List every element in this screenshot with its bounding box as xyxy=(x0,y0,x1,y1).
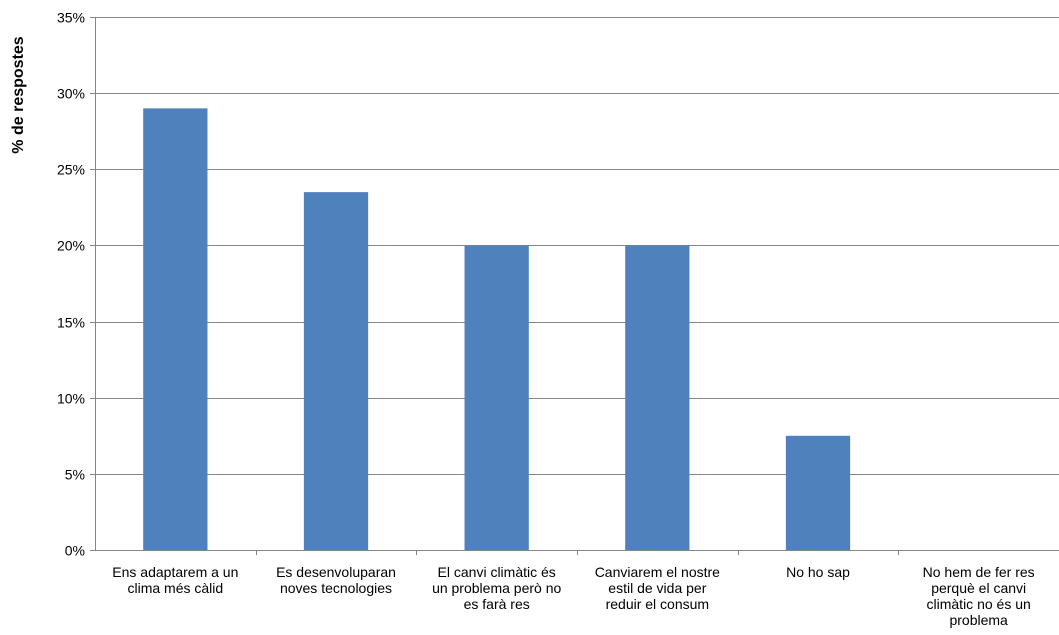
y-tick-label-4: 20% xyxy=(57,238,85,254)
bar-0 xyxy=(143,108,208,550)
x-category-label-3-line-0: Canviarem el nostre xyxy=(595,564,720,580)
x-category-labels: Ens adaptarem a un clima més càlid Es dese… xyxy=(112,564,1034,628)
x-category-label-2-line-2: es farà res xyxy=(464,596,530,612)
x-category-label-1: Es desenvoluparan noves tecnologies xyxy=(276,564,396,596)
bar-3 xyxy=(625,245,690,550)
x-category-label-2-line-1: un problema però no xyxy=(432,580,561,596)
y-axis-title: % de respostes xyxy=(10,36,27,153)
x-category-label-0-line-1: clima més càlid xyxy=(127,580,223,596)
x-category-label-2: El canvi climàtic és un problema però no e… xyxy=(432,564,561,612)
y-tick-label-5: 25% xyxy=(57,162,85,178)
y-tick-labels: 0% 5% 10% 15% 20% 25% 30% 35% xyxy=(57,10,85,559)
y-tick-label-3: 15% xyxy=(57,315,85,331)
x-category-label-4: No ho sap xyxy=(786,564,850,580)
y-tick-label-0: 0% xyxy=(65,543,85,559)
x-category-label-0-line-0: Ens adaptarem a un xyxy=(112,564,238,580)
x-category-label-4-line-0: No ho sap xyxy=(786,564,850,580)
x-category-label-1-line-0: Es desenvoluparan xyxy=(276,564,396,580)
x-category-label-5-line-3: problema xyxy=(949,612,1008,628)
x-category-label-2-line-0: El canvi climàtic és xyxy=(438,564,556,580)
bar-2 xyxy=(464,245,529,550)
x-category-label-3: Canviarem el nostre estil de vida per redu… xyxy=(595,564,720,612)
x-category-label-1-line-1: noves tecnologies xyxy=(280,580,392,596)
gridlines xyxy=(95,17,1059,475)
x-category-label-3-line-1: estil de vida per xyxy=(608,580,706,596)
y-tick-label-2: 10% xyxy=(57,391,85,407)
x-category-label-3-line-2: reduir el consum xyxy=(606,596,710,612)
bar-1 xyxy=(303,192,369,550)
bars xyxy=(143,108,851,550)
y-tick-label-1: 5% xyxy=(65,467,85,483)
bar-4 xyxy=(785,435,851,550)
x-category-label-0: Ens adaptarem a un clima més càlid xyxy=(112,564,238,596)
axes xyxy=(90,17,1059,555)
y-tick-label-6: 30% xyxy=(57,86,85,102)
x-category-label-5-line-0: No hem de fer res xyxy=(923,564,1035,580)
x-category-label-5-line-2: climàtic no és un xyxy=(927,596,1031,612)
x-category-label-5-line-1: perquè el canvi xyxy=(931,580,1026,596)
y-tick-label-7: 35% xyxy=(57,10,85,26)
x-category-label-5: No hem de fer res perquè el canvi climàtic… xyxy=(923,564,1035,628)
